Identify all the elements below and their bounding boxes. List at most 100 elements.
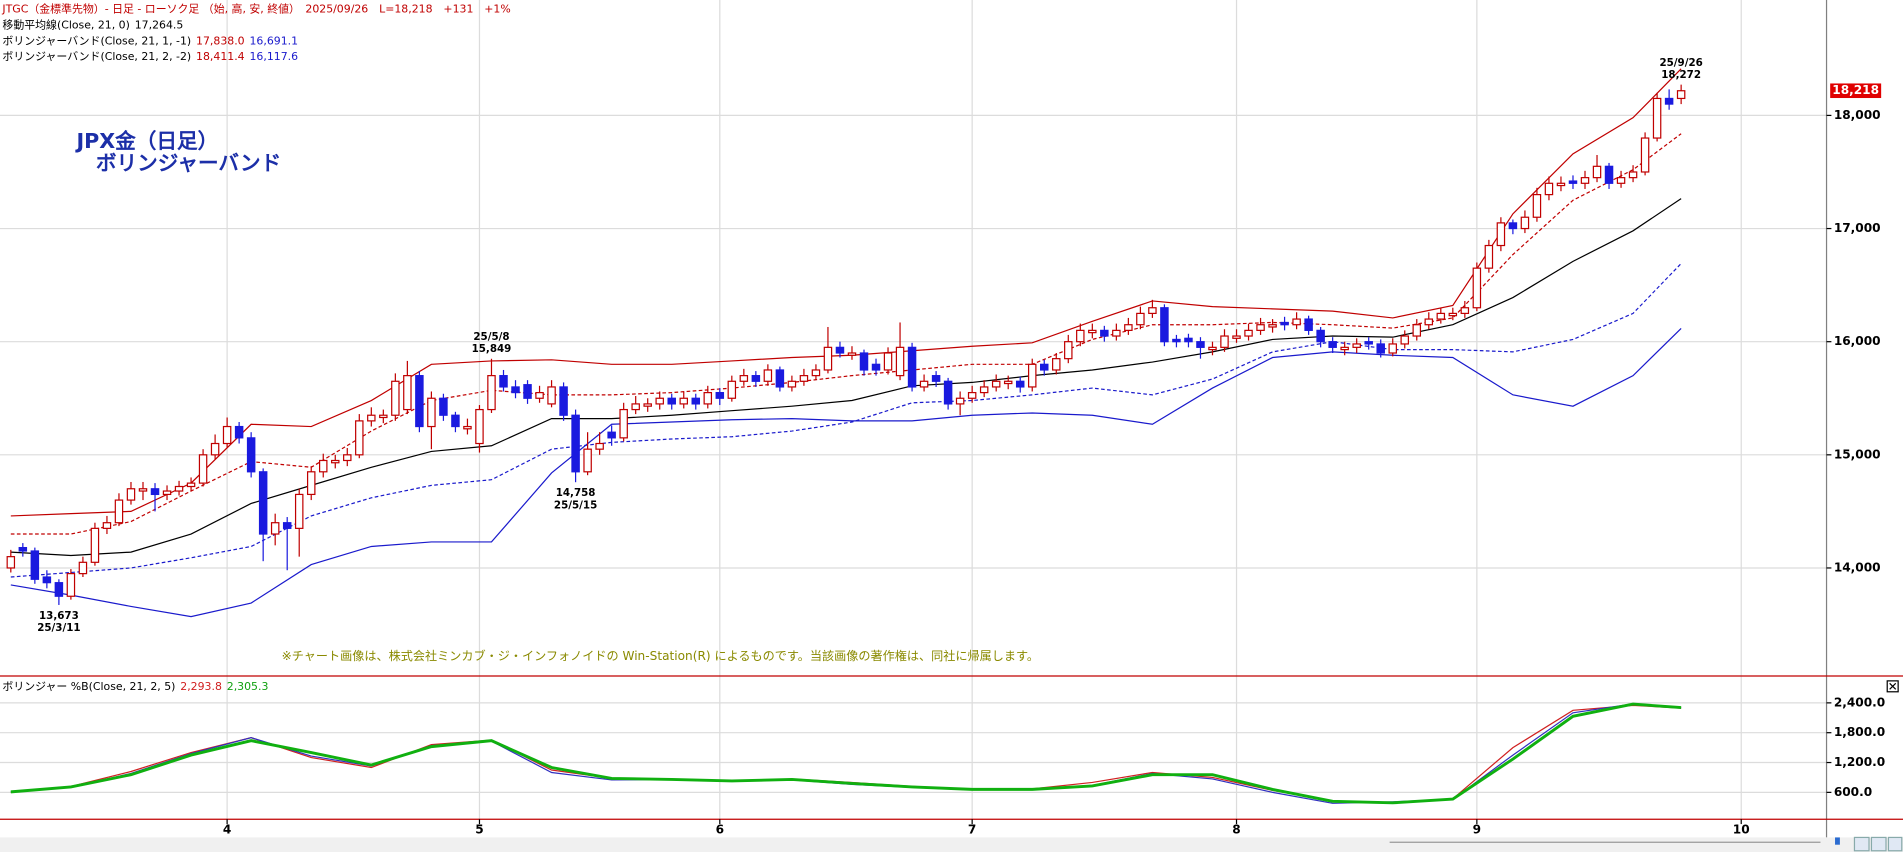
candle-body bbox=[1412, 324, 1422, 337]
price-annotation: 25/5/15 bbox=[554, 499, 597, 511]
candle-body bbox=[246, 437, 256, 473]
last-price-label: 18,218 bbox=[1832, 83, 1879, 97]
candle-body bbox=[1136, 312, 1145, 326]
candle-body bbox=[1328, 341, 1337, 348]
candle-body bbox=[1400, 335, 1410, 345]
candle-body bbox=[1376, 343, 1385, 354]
candle-body bbox=[691, 397, 701, 405]
legend-value: 17,264.5 bbox=[135, 18, 184, 31]
legend-value: 16,691.1 bbox=[249, 34, 298, 47]
candle-body bbox=[1496, 222, 1506, 247]
candle-body bbox=[1388, 343, 1397, 354]
candle-body bbox=[895, 346, 905, 377]
candle-body bbox=[1652, 97, 1662, 139]
candle-body bbox=[1003, 380, 1013, 385]
candle-body bbox=[355, 420, 364, 456]
candle-body bbox=[66, 573, 76, 597]
zoom-button[interactable] bbox=[1853, 836, 1870, 852]
zoom-button[interactable] bbox=[1870, 836, 1887, 852]
candle-body bbox=[1100, 329, 1109, 337]
candle-body bbox=[415, 375, 424, 428]
candle-body bbox=[439, 397, 448, 416]
last-price-tag bbox=[1830, 83, 1882, 99]
candle-body bbox=[1628, 171, 1638, 179]
candle-body bbox=[1448, 312, 1458, 317]
percent-b-line bbox=[10, 702, 1682, 805]
candle-body bbox=[1556, 182, 1566, 187]
candle-body bbox=[1484, 244, 1494, 269]
candle-body bbox=[727, 380, 737, 399]
close-icon bbox=[1889, 682, 1897, 690]
candle-body bbox=[463, 425, 472, 430]
candle-body bbox=[1015, 380, 1025, 388]
candle-body bbox=[835, 346, 845, 354]
indicator-header: ボリンジャー %B(Close, 21, 2, 5) 2,293.8 2,305.3 bbox=[2, 680, 268, 693]
candle-body bbox=[18, 546, 28, 552]
candle-body bbox=[1027, 363, 1037, 388]
candle-body bbox=[1568, 180, 1578, 184]
candle-body bbox=[222, 425, 232, 445]
candle-body bbox=[1208, 346, 1217, 351]
candle-body bbox=[1292, 318, 1301, 326]
candle-body bbox=[955, 397, 965, 405]
candle-body bbox=[523, 384, 532, 399]
candle-body bbox=[162, 490, 172, 496]
candle-body bbox=[1460, 307, 1470, 315]
candle-body bbox=[499, 375, 508, 388]
candle-body bbox=[1184, 337, 1193, 343]
candle-body bbox=[1472, 267, 1482, 309]
candle-body bbox=[847, 352, 857, 356]
band-line bbox=[10, 327, 1682, 618]
candle-body bbox=[799, 375, 809, 382]
candle-body bbox=[90, 527, 100, 563]
candle-body bbox=[511, 386, 520, 394]
candle-body bbox=[258, 471, 268, 535]
candle-body bbox=[979, 386, 989, 394]
candle-body bbox=[126, 488, 136, 501]
candle-body bbox=[703, 391, 713, 405]
x-tick-label: 8 bbox=[1232, 823, 1240, 837]
candle-body bbox=[1124, 324, 1133, 331]
scroll-thumb[interactable] bbox=[1835, 837, 1840, 845]
candle-body bbox=[1112, 329, 1121, 337]
candle-body bbox=[234, 425, 244, 439]
candle-body bbox=[331, 459, 340, 464]
candle-body bbox=[1544, 182, 1554, 196]
candle-body bbox=[823, 346, 833, 371]
candle-body bbox=[643, 403, 652, 407]
candle-body bbox=[619, 408, 628, 439]
candle-body bbox=[655, 397, 664, 405]
move-button[interactable] bbox=[1887, 836, 1903, 852]
legend-entry: 移動平均線(Close, 21, 0) 17,264.5 bbox=[2, 17, 183, 31]
candle-body bbox=[931, 375, 941, 382]
legend-value: 17,838.0 bbox=[196, 34, 245, 47]
candle-body bbox=[1520, 216, 1530, 230]
chart-subtitle: ボリンジャーバンド bbox=[96, 151, 281, 175]
candle-body bbox=[54, 582, 64, 597]
candle-body bbox=[967, 391, 977, 399]
scrollbar-track[interactable] bbox=[0, 837, 1903, 852]
y-tick-label: 1,800.0 bbox=[1834, 725, 1885, 739]
candle-body bbox=[547, 386, 556, 405]
candle-body bbox=[294, 493, 304, 529]
plot-area bbox=[6, 68, 1686, 805]
x-tick-label: 5 bbox=[475, 823, 483, 837]
candle-body bbox=[739, 375, 749, 382]
candle-body bbox=[667, 397, 676, 405]
candle-body bbox=[943, 380, 953, 405]
candle-body bbox=[679, 397, 688, 405]
copyright-note: ※チャート画像は、株式会社ミンカブ・ジ・インフォノイドの Win-Station… bbox=[282, 648, 1040, 663]
chart-header: JTGC（金標準先物）- 日足 - ローソク足 （始, 高, 安, 終値） 20… bbox=[1, 2, 510, 16]
price-annotation: 25/5/8 bbox=[473, 331, 509, 343]
candle-body bbox=[270, 522, 280, 535]
legend-label: ボリンジャーバンド(Close, 21, 1, -1) bbox=[2, 34, 191, 47]
candle-body bbox=[210, 442, 220, 456]
candle-body bbox=[1052, 358, 1061, 371]
candle-body bbox=[1436, 312, 1446, 320]
candle-body bbox=[1148, 307, 1157, 315]
y-tick-label: 2,400.0 bbox=[1834, 695, 1885, 709]
candle-body bbox=[1676, 90, 1686, 100]
candle-body bbox=[583, 448, 592, 473]
candle-body bbox=[535, 391, 544, 399]
candle-body bbox=[1232, 335, 1241, 339]
